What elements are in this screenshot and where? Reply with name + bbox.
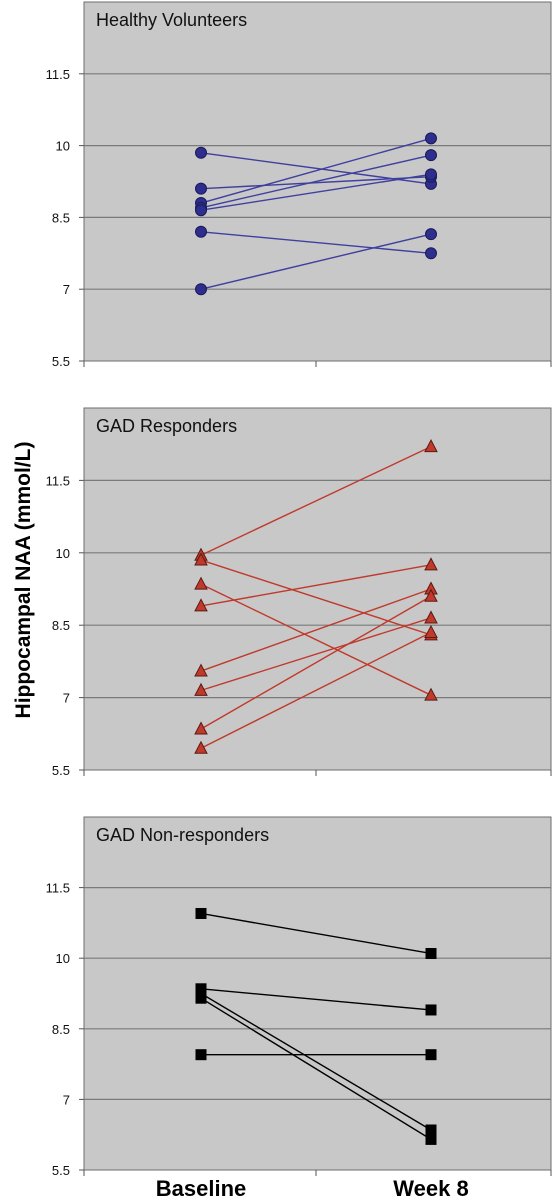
y-tick-label: 5.5 [52, 354, 70, 369]
series-line [200, 912, 432, 955]
series-line [200, 137, 432, 204]
plot-area [83, 407, 552, 771]
data-point [424, 687, 438, 701]
data-point [425, 947, 437, 959]
data-point [195, 204, 207, 217]
y-tick-label: 7 [63, 691, 70, 706]
data-point [195, 992, 207, 1004]
data-point [425, 1124, 437, 1136]
panel-title: GAD Non-responders [96, 825, 269, 845]
data-point [195, 1049, 207, 1061]
data-point [195, 182, 207, 195]
data-point [424, 439, 438, 453]
data-point [195, 146, 207, 159]
panel-title: Healthy Volunteers [96, 10, 247, 30]
series-line [200, 988, 432, 1011]
panel: 11.5 10 8.5 7 5.5 GAD Responders [46, 407, 552, 778]
series-line [200, 233, 432, 290]
data-point [425, 1133, 437, 1145]
data-point [194, 663, 208, 677]
data-point [194, 740, 208, 754]
panel: 11.5 10 8.5 7 5.5 Healthy Volunteers [46, 1, 552, 369]
data-point [424, 557, 438, 571]
data-point [194, 721, 208, 735]
y-tick-label: 8.5 [52, 618, 70, 633]
series-line [200, 176, 432, 190]
data-point [424, 624, 438, 638]
series-line [200, 445, 432, 556]
data-point [425, 1004, 437, 1016]
series-line [200, 588, 432, 672]
series-line [200, 617, 432, 692]
x-category-label: Week 8 [393, 1176, 468, 1200]
y-tick-label: 5.5 [52, 1163, 70, 1178]
y-tick-label: 11.5 [46, 67, 70, 82]
data-point [195, 225, 207, 238]
data-point [195, 907, 207, 919]
series-line [200, 559, 432, 636]
y-tick-label: 10 [56, 139, 70, 154]
y-tick-label: 11.5 [46, 473, 70, 488]
series-line [200, 997, 432, 1141]
series-line [200, 564, 432, 607]
series-line [200, 231, 432, 254]
data-point [425, 168, 437, 181]
y-tick-label: 8.5 [52, 1022, 70, 1037]
plot-area [83, 816, 552, 1171]
y-tick-label: 10 [56, 546, 70, 561]
data-point [425, 247, 437, 260]
y-tick-label: 7 [63, 282, 70, 297]
series-line [200, 595, 432, 730]
y-axis-label: Hippocampal NAA (mmol/L) [12, 442, 35, 719]
data-point [194, 552, 208, 566]
data-point [424, 610, 438, 624]
data-point [425, 228, 437, 241]
y-tick-label: 11.5 [46, 881, 70, 896]
y-tick-label: 8.5 [52, 210, 70, 225]
series-line [200, 583, 432, 696]
panel-title: GAD Responders [96, 416, 237, 436]
data-point [424, 588, 438, 602]
x-category-label: Baseline [156, 1176, 247, 1200]
data-point [425, 132, 437, 145]
data-point [425, 1049, 437, 1061]
series-line [200, 992, 432, 1131]
data-point [194, 576, 208, 590]
data-point [194, 598, 208, 612]
data-point [425, 149, 437, 162]
series-line [200, 631, 432, 749]
series-line [200, 173, 432, 211]
series-line [200, 154, 432, 209]
data-point [194, 682, 208, 696]
y-tick-label: 7 [63, 1092, 70, 1107]
y-tick-label: 5.5 [52, 763, 70, 778]
data-point [195, 283, 207, 296]
panel: 11.5 10 8.5 7 5.5 GAD Non-responders [46, 816, 552, 1178]
y-tick-label: 10 [56, 951, 70, 966]
